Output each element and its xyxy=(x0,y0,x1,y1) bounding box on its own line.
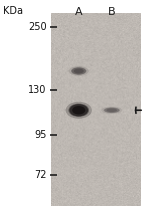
Ellipse shape xyxy=(103,107,120,113)
Text: 250: 250 xyxy=(28,21,46,32)
Ellipse shape xyxy=(72,67,86,74)
Text: 72: 72 xyxy=(34,170,46,180)
Text: B: B xyxy=(108,7,116,17)
Text: 130: 130 xyxy=(28,85,46,95)
Text: KDa: KDa xyxy=(3,6,23,16)
Ellipse shape xyxy=(104,108,119,113)
Ellipse shape xyxy=(69,66,89,76)
Text: 95: 95 xyxy=(34,130,46,140)
Ellipse shape xyxy=(66,102,92,119)
Ellipse shape xyxy=(68,104,89,117)
Ellipse shape xyxy=(106,109,117,112)
Ellipse shape xyxy=(71,67,87,75)
Ellipse shape xyxy=(72,106,85,114)
Ellipse shape xyxy=(101,107,122,114)
Ellipse shape xyxy=(69,104,88,116)
Ellipse shape xyxy=(74,68,84,74)
Text: A: A xyxy=(75,7,82,17)
